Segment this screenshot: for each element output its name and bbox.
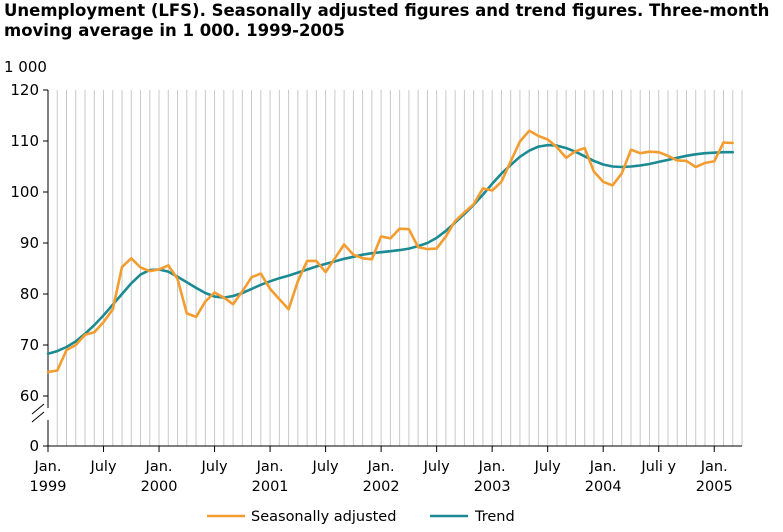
y-tick-label: 60 bbox=[20, 387, 39, 405]
chart-title-line-1: Unemployment (LFS). Seasonally adjusted … bbox=[4, 1, 770, 20]
x-tick-label: July bbox=[312, 459, 339, 475]
x-tick-year-label: 1999 bbox=[30, 479, 67, 495]
y-tick-label: 90 bbox=[20, 234, 39, 252]
y-tick-label: 70 bbox=[20, 336, 39, 354]
series-lines bbox=[46, 129, 735, 374]
x-tick-label: Jan. bbox=[478, 459, 506, 475]
x-tick-year-label: 2002 bbox=[363, 479, 400, 495]
y-tick-label: 0 bbox=[29, 437, 39, 455]
x-tick-label: Jan. bbox=[700, 459, 728, 475]
series-line-trend bbox=[46, 143, 735, 356]
chart-title-line-2: moving average in 1 000. 1999-2005 bbox=[4, 21, 345, 40]
x-axis-ticks: Jan. 1999 July Jan. 2000 July Jan. 2001 July Jan.… bbox=[30, 446, 733, 495]
x-tick-label: Jan. bbox=[34, 459, 62, 475]
axis-break-mark bbox=[31, 411, 45, 423]
y-tick-label: 120 bbox=[10, 81, 39, 99]
x-tick-year-label: 2004 bbox=[585, 479, 622, 495]
legend: Seasonally adjusted Trend bbox=[207, 509, 515, 525]
x-tick-label: Jan. bbox=[367, 459, 395, 475]
series-line-seasonally-adjusted bbox=[46, 129, 735, 374]
x-tick-label: July bbox=[89, 459, 116, 475]
x-tick-label: Jan. bbox=[145, 459, 173, 475]
chart-title: Unemployment (LFS). Seasonally adjusted … bbox=[4, 1, 779, 41]
x-tick-label: July bbox=[423, 459, 450, 475]
x-tick-label: Jan. bbox=[589, 459, 617, 475]
x-tick-year-label: 2001 bbox=[252, 479, 289, 495]
x-tick-year-label: 2003 bbox=[474, 479, 511, 495]
y-tick-label: 100 bbox=[10, 183, 39, 201]
legend-label-seasonally-adjusted: Seasonally adjusted bbox=[251, 509, 396, 525]
axes bbox=[30, 90, 742, 447]
legend-label-trend: Trend bbox=[474, 509, 515, 525]
y-axis-unit-label: 1 000 bbox=[4, 58, 47, 76]
x-tick-label: July bbox=[201, 459, 228, 475]
x-tick-year-label: 2005 bbox=[696, 479, 733, 495]
x-tick-year-label: 2000 bbox=[141, 479, 178, 495]
y-tick-label: 110 bbox=[10, 132, 39, 150]
x-tick-label: Jan. bbox=[256, 459, 284, 475]
vertical-gridlines bbox=[56, 90, 743, 446]
x-tick-label: Juli y bbox=[640, 459, 676, 475]
y-axis-ticks: 0 60 70 80 90 100 110 120 bbox=[10, 81, 48, 455]
x-tick-label: July bbox=[534, 459, 561, 475]
y-tick-label: 80 bbox=[20, 285, 39, 303]
axis-break-mark bbox=[31, 403, 45, 415]
